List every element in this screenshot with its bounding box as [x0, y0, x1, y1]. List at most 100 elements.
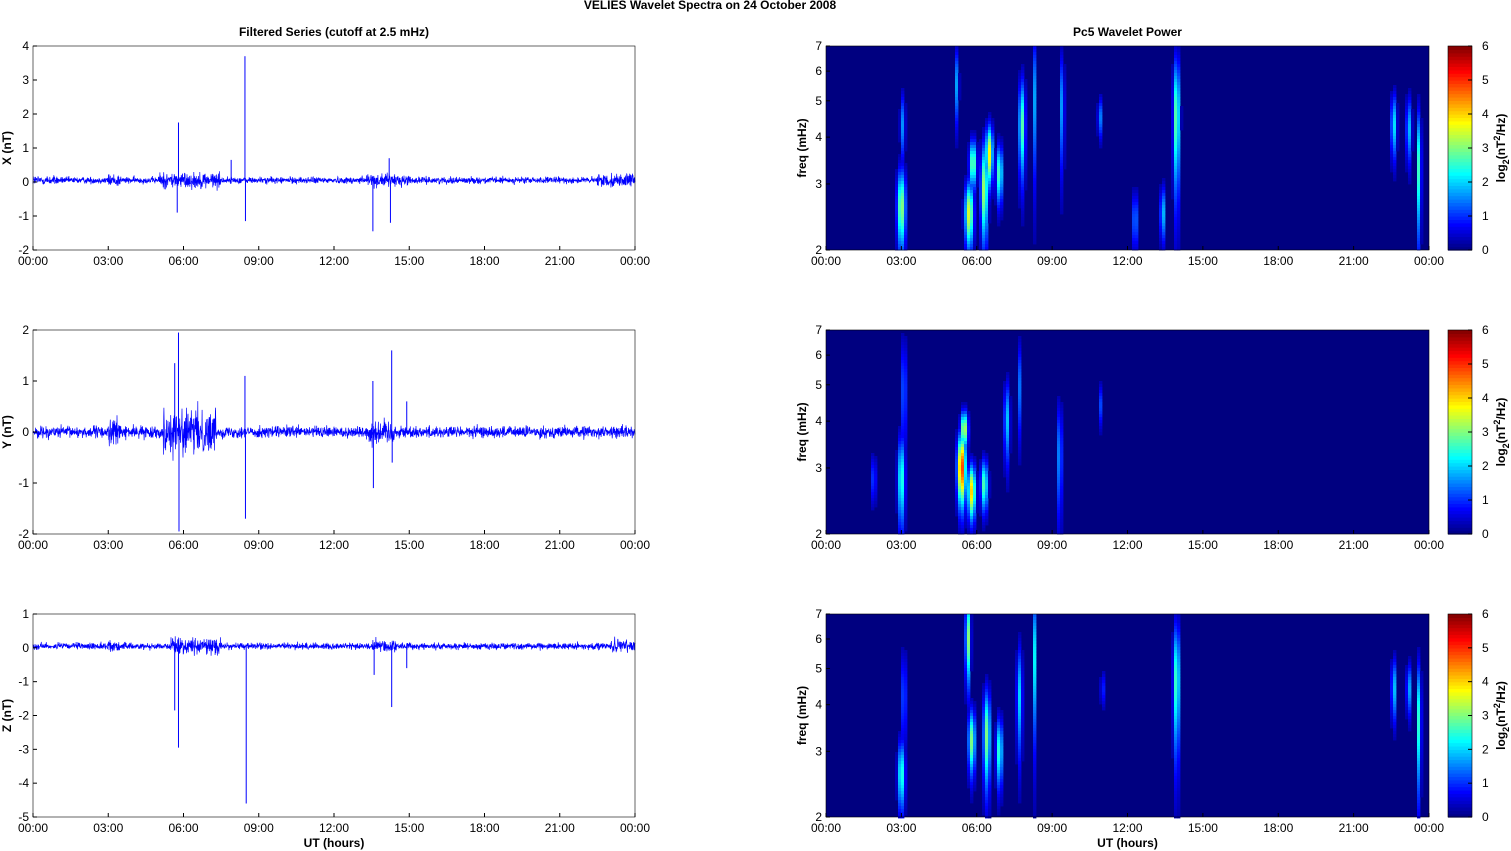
x-tick-label: 21:00 [545, 254, 575, 268]
heatmap-cells [895, 614, 1424, 819]
y-tick-label: 0 [22, 175, 29, 189]
colorbar-tick-label: 3 [1482, 425, 1489, 439]
y-tick-label: -4 [18, 776, 29, 790]
x-tick-label: 15:00 [394, 538, 424, 552]
y-tick-label: 7 [815, 39, 822, 53]
colorbar-tick-label: 4 [1482, 675, 1489, 689]
colorbar-tick-label: 0 [1482, 243, 1489, 257]
x-tick-label: 21:00 [1339, 821, 1369, 835]
y-tick-label: -2 [18, 527, 29, 541]
y-tick-label: -3 [18, 742, 29, 756]
x-tick-label: 18:00 [469, 254, 499, 268]
colorbar-tick-label: 3 [1482, 141, 1489, 155]
y-tick-label: 5 [815, 94, 822, 108]
colorbar-tick-label: 1 [1482, 209, 1489, 223]
heatmap-cells [871, 333, 1103, 535]
wavelet-power-panel: 2 3 4 5 6 7 00:00 03:00 06:00 09:00 12:00 15:00 18:0… [795, 607, 1511, 850]
x-tick-label: 12:00 [319, 821, 349, 835]
x-tick-label: 09:00 [244, 538, 274, 552]
y-axis-label: Z (nT) [0, 699, 14, 732]
heatmap-background [826, 330, 1429, 534]
y-axis-label: freq (mHz) [795, 402, 809, 461]
x-axis-label: UT (hours) [304, 836, 365, 850]
colorbar: 0 1 2 3 4 5 6 log2(nT2/Hz) [1447, 323, 1511, 541]
colorbar-tick-label: 6 [1482, 323, 1489, 337]
x-tick-label: 00:00 [18, 538, 48, 552]
x-tick-label: 12:00 [1112, 538, 1142, 552]
y-tick-label: 4 [22, 39, 29, 53]
y-axis-label: X (nT) [0, 131, 14, 165]
filtered-series-panel: -2 -1 0 1 2 3 4 00:00 03:00 06:00 09:00 12:00 15:00 1… [0, 25, 650, 268]
y-tick-label: 7 [815, 607, 822, 621]
colorbar-tick-label: 5 [1482, 641, 1489, 655]
y-tick-label: 1 [22, 374, 29, 388]
colorbar-tick-label: 5 [1482, 357, 1489, 371]
colorbar-tick-label: 4 [1482, 107, 1489, 121]
y-tick-label: -2 [18, 709, 29, 723]
x-tick-label: 06:00 [962, 821, 992, 835]
colorbar-tick-label: 0 [1482, 810, 1489, 824]
colorbar-tick-label: 2 [1482, 742, 1489, 756]
y-tick-label: -1 [18, 209, 29, 223]
x-tick-label: 00:00 [620, 254, 650, 268]
x-tick-label: 00:00 [620, 538, 650, 552]
series-line [32, 401, 636, 461]
y-tick-label: 0 [22, 641, 29, 655]
filtered-series-panel: -2 -1 0 1 2 00:00 03:00 06:00 09:00 12:00 15:00 18:… [0, 323, 650, 552]
x-tick-label: 09:00 [1037, 821, 1067, 835]
x-tick-label: 00:00 [18, 821, 48, 835]
x-tick-label: 00:00 [811, 254, 841, 268]
heatmap-background [826, 614, 1429, 817]
x-tick-label: 00:00 [1414, 538, 1444, 552]
series-line [32, 636, 636, 656]
y-axis-label: freq (mHz) [795, 686, 809, 745]
x-tick-label: 06:00 [168, 538, 198, 552]
y-tick-label: 2 [22, 323, 29, 337]
x-tick-label: 00:00 [620, 821, 650, 835]
colorbar: 0 1 2 3 4 5 6 log2(nT2/Hz) [1447, 39, 1511, 257]
y-tick-label: 2 [815, 527, 822, 541]
y-tick-label: 3 [815, 744, 822, 758]
y-tick-label: 3 [815, 461, 822, 475]
heatmap-background [826, 46, 1429, 250]
y-tick-label: 2 [815, 810, 822, 824]
y-tick-label: 5 [815, 662, 822, 676]
x-tick-label: 18:00 [1263, 538, 1293, 552]
x-tick-label: 12:00 [1112, 254, 1142, 268]
wavelet-power-panel: 2 3 4 5 6 7 00:00 03:00 06:00 09:00 12:00 15:00 18:0… [795, 323, 1511, 552]
colorbar-tick-label: 4 [1482, 391, 1489, 405]
y-tick-label: 4 [815, 130, 822, 144]
x-tick-label: 00:00 [1414, 254, 1444, 268]
x-tick-label: 21:00 [545, 538, 575, 552]
colorbar-tick-label: 5 [1482, 73, 1489, 87]
wavelet-power-panel: 2 3 4 5 6 7 00:00 03:00 06:00 09:00 12:00 15:00 18:0… [795, 25, 1511, 268]
y-tick-label: -1 [18, 476, 29, 490]
filtered-series-panel: -5 -4 -3 -2 -1 0 1 00:00 03:00 06:00 09:00 12:00 15:… [0, 607, 650, 850]
x-tick-label: 15:00 [394, 254, 424, 268]
colorbar-tick-label: 0 [1482, 527, 1489, 541]
y-tick-label: 0 [22, 425, 29, 439]
x-tick-label: 03:00 [93, 254, 123, 268]
x-tick-label: 09:00 [1037, 538, 1067, 552]
x-tick-label: 00:00 [811, 821, 841, 835]
y-tick-label: 4 [815, 698, 822, 712]
x-tick-label: 12:00 [319, 254, 349, 268]
x-tick-label: 09:00 [244, 254, 274, 268]
y-tick-label: 6 [815, 632, 822, 646]
x-tick-label: 00:00 [18, 254, 48, 268]
y-tick-label: 6 [815, 348, 822, 362]
figure-suptitle: VELIES Wavelet Spectra on 24 October 200… [584, 0, 837, 12]
colorbar-label: log2(nT2/Hz) [1492, 681, 1511, 750]
colorbar-tick-label: 3 [1482, 709, 1489, 723]
x-tick-label: 21:00 [545, 821, 575, 835]
y-tick-label: -1 [18, 675, 29, 689]
y-tick-label: -5 [18, 810, 29, 824]
y-tick-label: 7 [815, 323, 822, 337]
x-tick-label: 06:00 [168, 821, 198, 835]
x-tick-label: 18:00 [469, 538, 499, 552]
panels-layer: -2 -1 0 1 2 3 4 00:00 03:00 06:00 09:00 12:00 15:00 1… [0, 25, 1511, 850]
y-tick-label: 3 [815, 177, 822, 191]
x-tick-label: 21:00 [1339, 538, 1369, 552]
y-tick-label: 1 [22, 141, 29, 155]
